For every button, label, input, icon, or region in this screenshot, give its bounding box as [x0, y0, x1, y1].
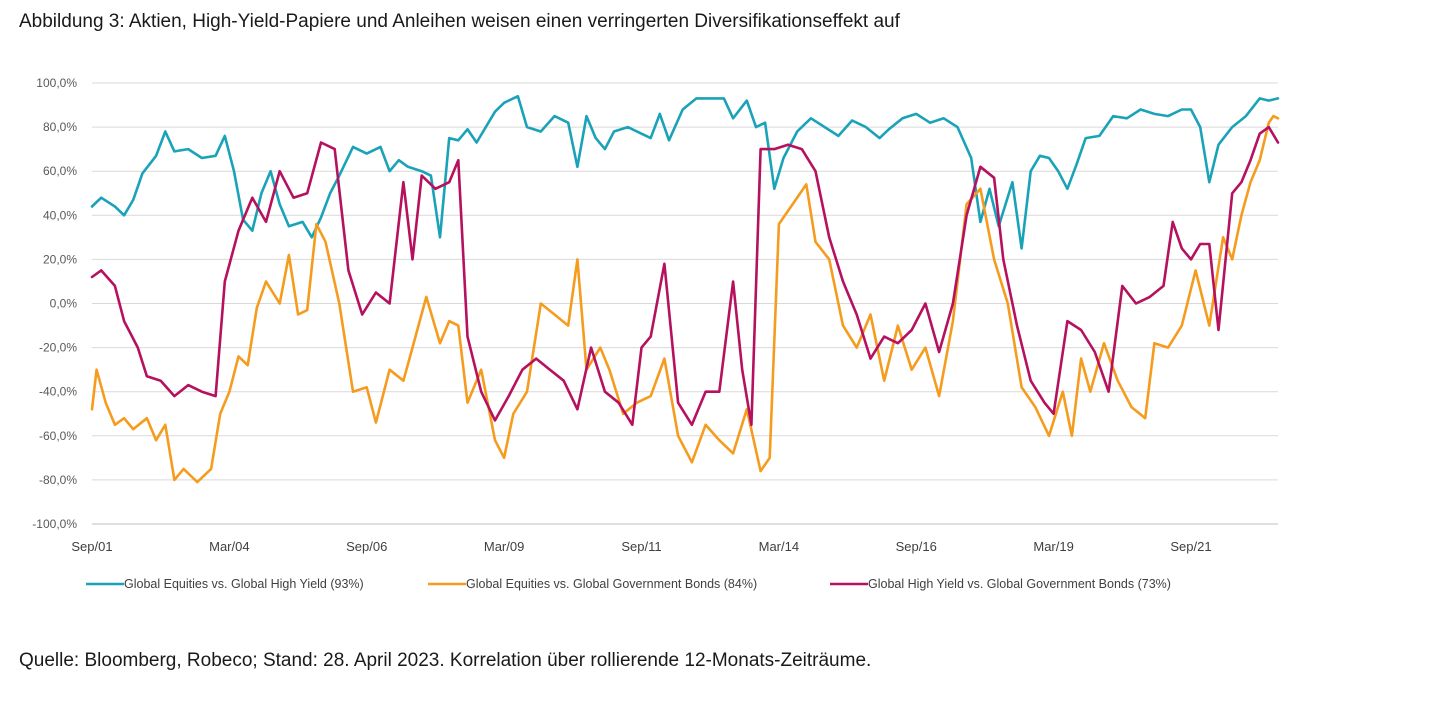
- series-line-3: [90, 125, 1280, 427]
- series-lines: [90, 94, 1280, 484]
- y-tick-label: 100,0%: [36, 76, 77, 90]
- y-tick-label: 0,0%: [50, 297, 78, 311]
- y-tick-label: 80,0%: [43, 120, 77, 134]
- y-tick-label: -80,0%: [39, 473, 77, 487]
- y-tick-label: -40,0%: [39, 385, 77, 399]
- y-tick-label: 40,0%: [43, 208, 77, 222]
- figure-title: Abbildung 3: Aktien, High-Yield-Papiere …: [19, 11, 900, 32]
- y-axis-tick-labels: 100,0% 80,0% 60,0% 40,0% 20,0% 0,0% -20,0% -40,…: [32, 76, 77, 531]
- legend: Global Equities vs. Global High Yield (9…: [86, 577, 1171, 591]
- x-tick-label: Mar/09: [484, 539, 524, 554]
- x-tick-label: Sep/21: [1170, 539, 1211, 554]
- x-tick-label: Sep/01: [71, 539, 112, 554]
- x-axis: Sep/01 Mar/04 Sep/06 Mar/09 Sep/11 Mar/14 Sep/…: [71, 523, 1278, 554]
- legend-label: Global Equities vs. Global High Yield (9…: [124, 577, 364, 591]
- y-tick-label: 20,0%: [43, 252, 77, 266]
- x-tick-label: Mar/04: [209, 539, 249, 554]
- series-line-2: [90, 114, 1280, 484]
- legend-label: Global Equities vs. Global Government Bo…: [466, 577, 757, 591]
- x-tick-label: Sep/11: [621, 539, 661, 554]
- y-tick-label: 60,0%: [43, 164, 77, 178]
- y-tick-label: -20,0%: [39, 341, 77, 355]
- source-note: Quelle: Bloomberg, Robeco; Stand: 28. Ap…: [19, 650, 872, 671]
- x-tick-label: Mar/19: [1033, 539, 1073, 554]
- x-tick-label: Sep/06: [346, 539, 387, 554]
- y-tick-label: -60,0%: [39, 429, 77, 443]
- y-tick-label: -100,0%: [32, 517, 77, 531]
- series-line-1: [90, 94, 1280, 250]
- x-tick-label: Sep/16: [896, 539, 937, 554]
- legend-label: Global High Yield vs. Global Government …: [868, 577, 1171, 591]
- x-tick-label: Mar/14: [759, 539, 799, 554]
- gridlines: [92, 82, 1278, 525]
